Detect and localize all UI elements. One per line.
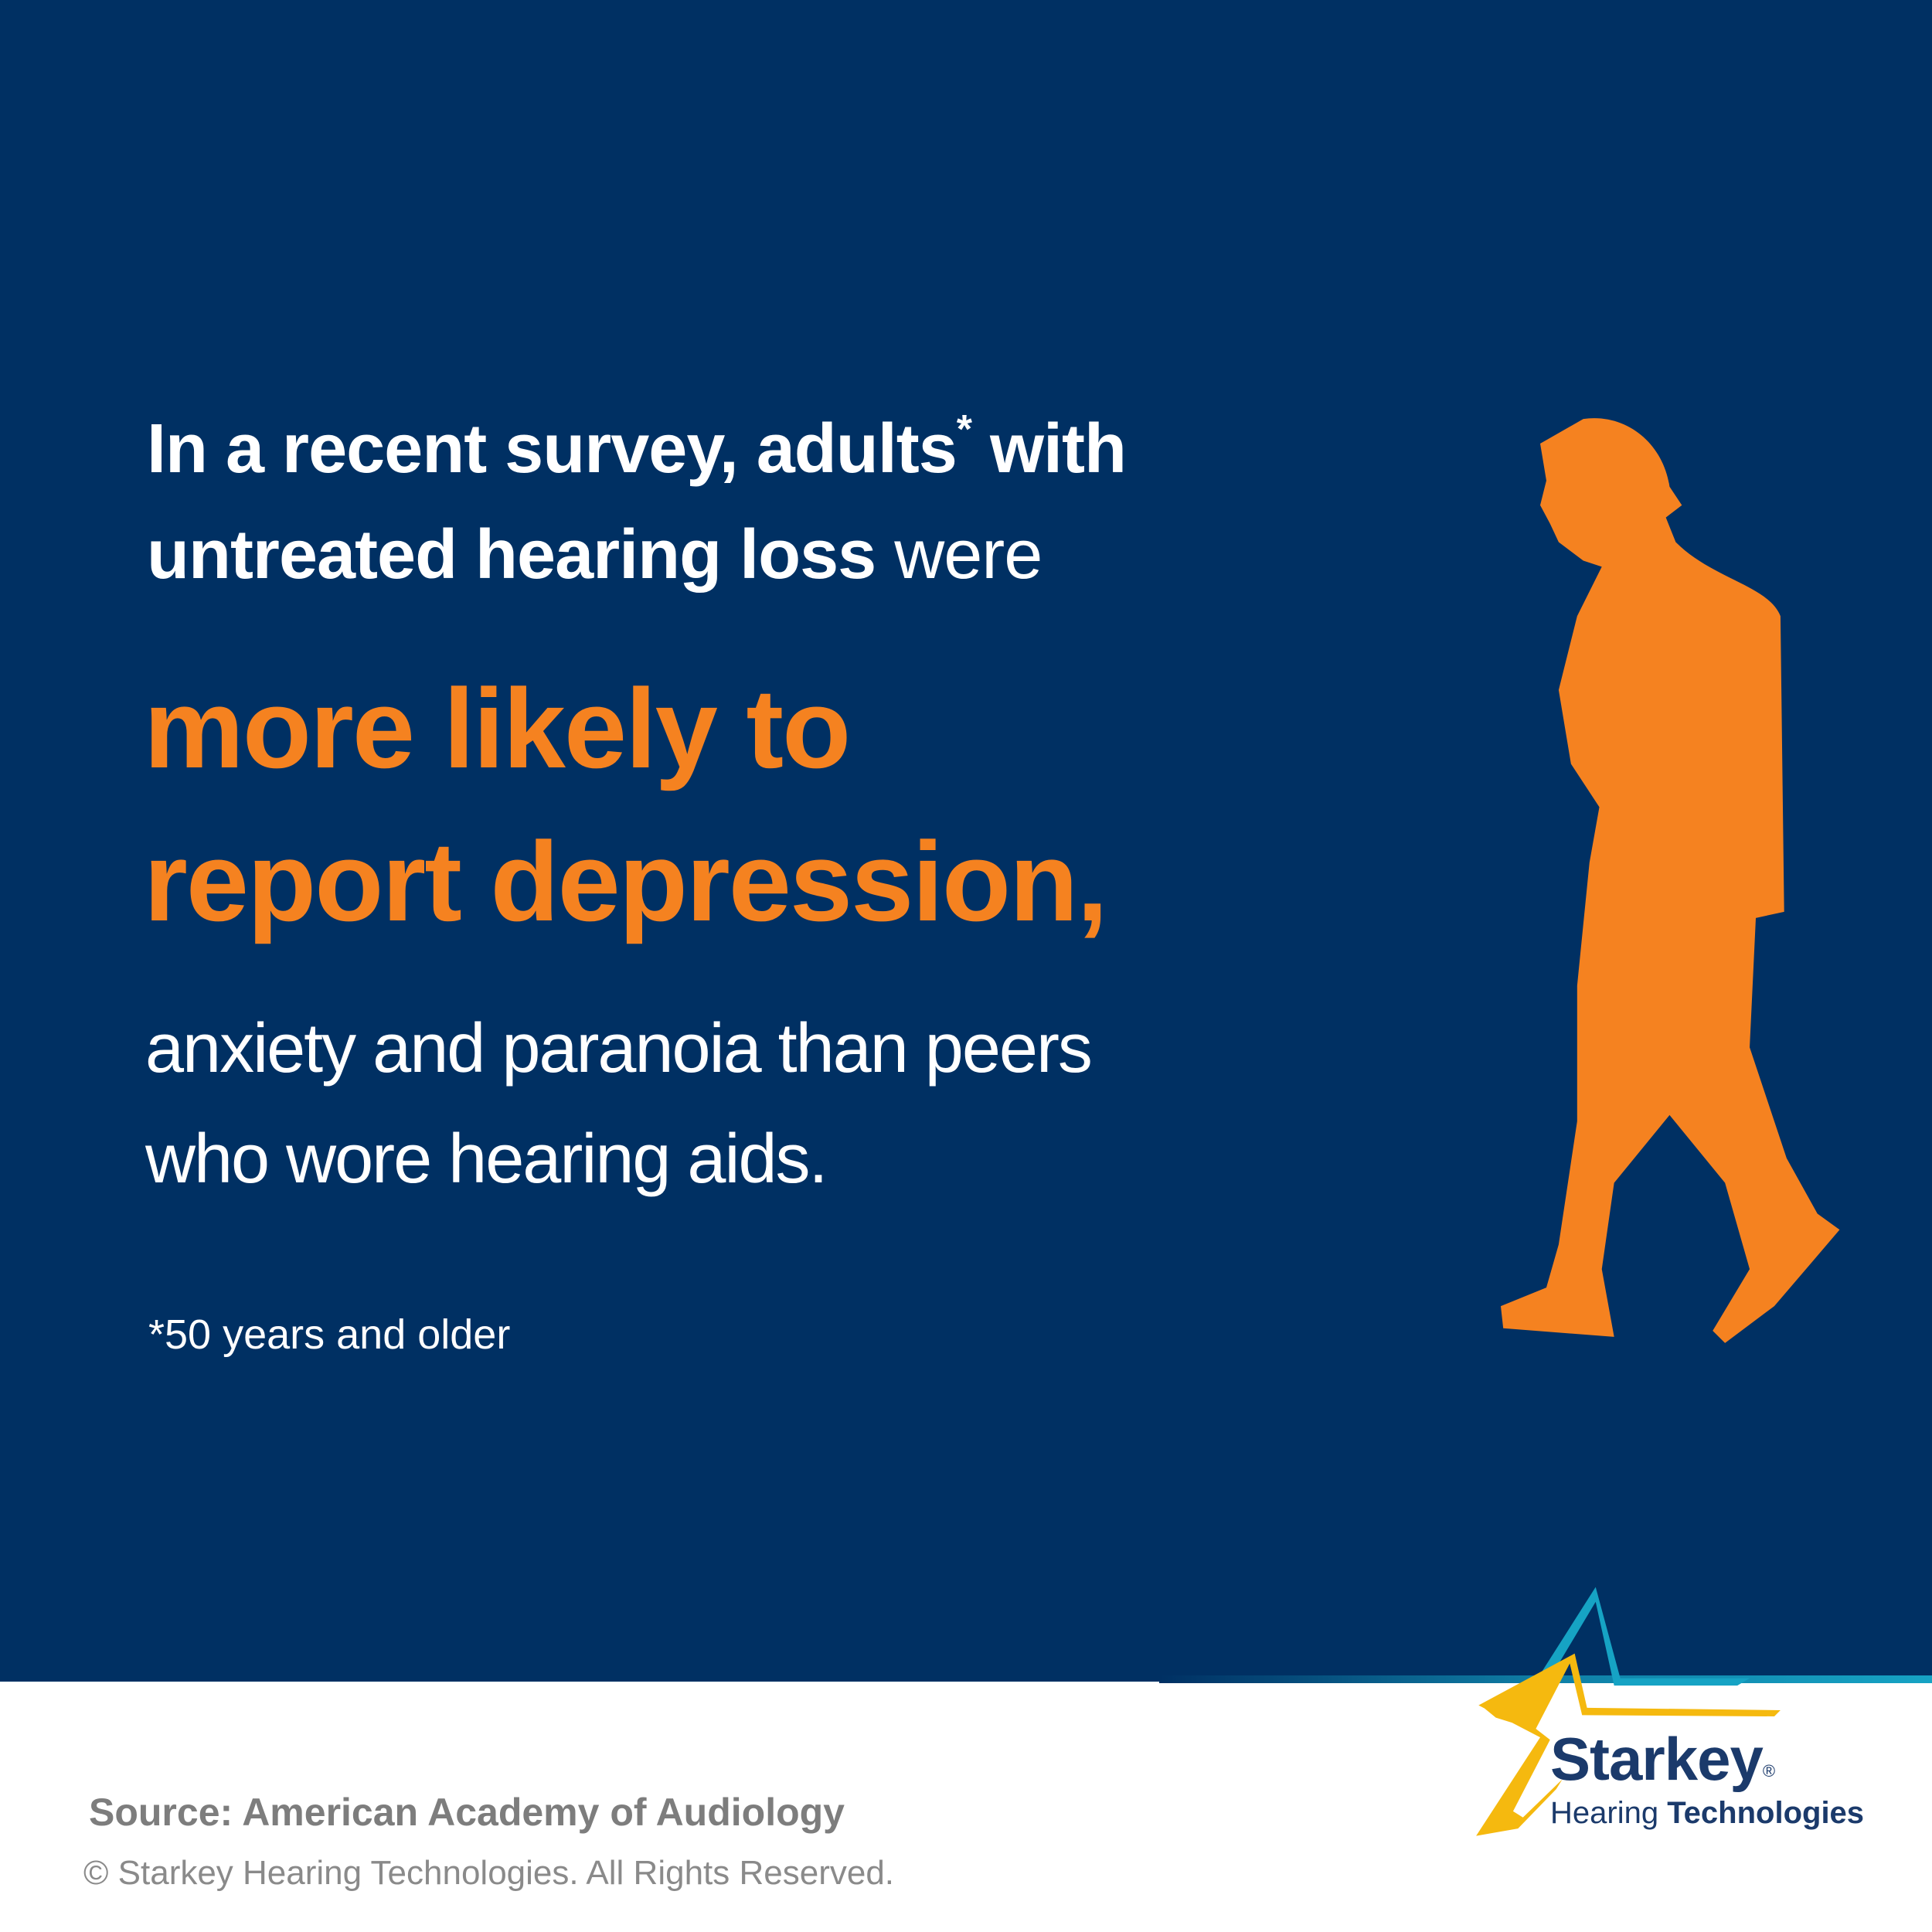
intro-bold: untreated hearing loss — [147, 516, 876, 594]
intro-bold: with — [990, 410, 1127, 488]
brand-name: Starkey® — [1550, 1729, 1775, 1789]
tagline-bold: Technologies — [1667, 1796, 1865, 1830]
source: Source: American Academy of Audiology — [89, 1791, 845, 1834]
footnote: *50 years and older — [148, 1311, 511, 1358]
brand-text: Starkey — [1550, 1725, 1764, 1793]
registered-mark: ® — [1762, 1761, 1775, 1781]
continuation-line: who wore hearing aids. — [145, 1121, 828, 1198]
asterisk: * — [956, 407, 972, 452]
copyright: © Starkey Hearing Technologies. All Righ… — [83, 1854, 895, 1892]
intro-line: untreated hearing loss were — [147, 520, 1043, 590]
intro-regular: were — [894, 516, 1043, 594]
starkey-star-logo — [1476, 1587, 1781, 1836]
intro-line: In a recent survey, adults* with — [147, 407, 1127, 484]
continuation-line: anxiety and paranoia than peers — [145, 1010, 1093, 1087]
highlight-line: more likely to — [144, 665, 851, 791]
highlight-line: report depression, — [144, 818, 1108, 944]
intro-bold: In a recent survey, adults — [147, 410, 957, 488]
tagline-regular: Hearing — [1550, 1796, 1659, 1830]
brand-tagline: Hearing Technologies — [1550, 1798, 1864, 1828]
walking-man-silhouette — [1500, 418, 1840, 1343]
